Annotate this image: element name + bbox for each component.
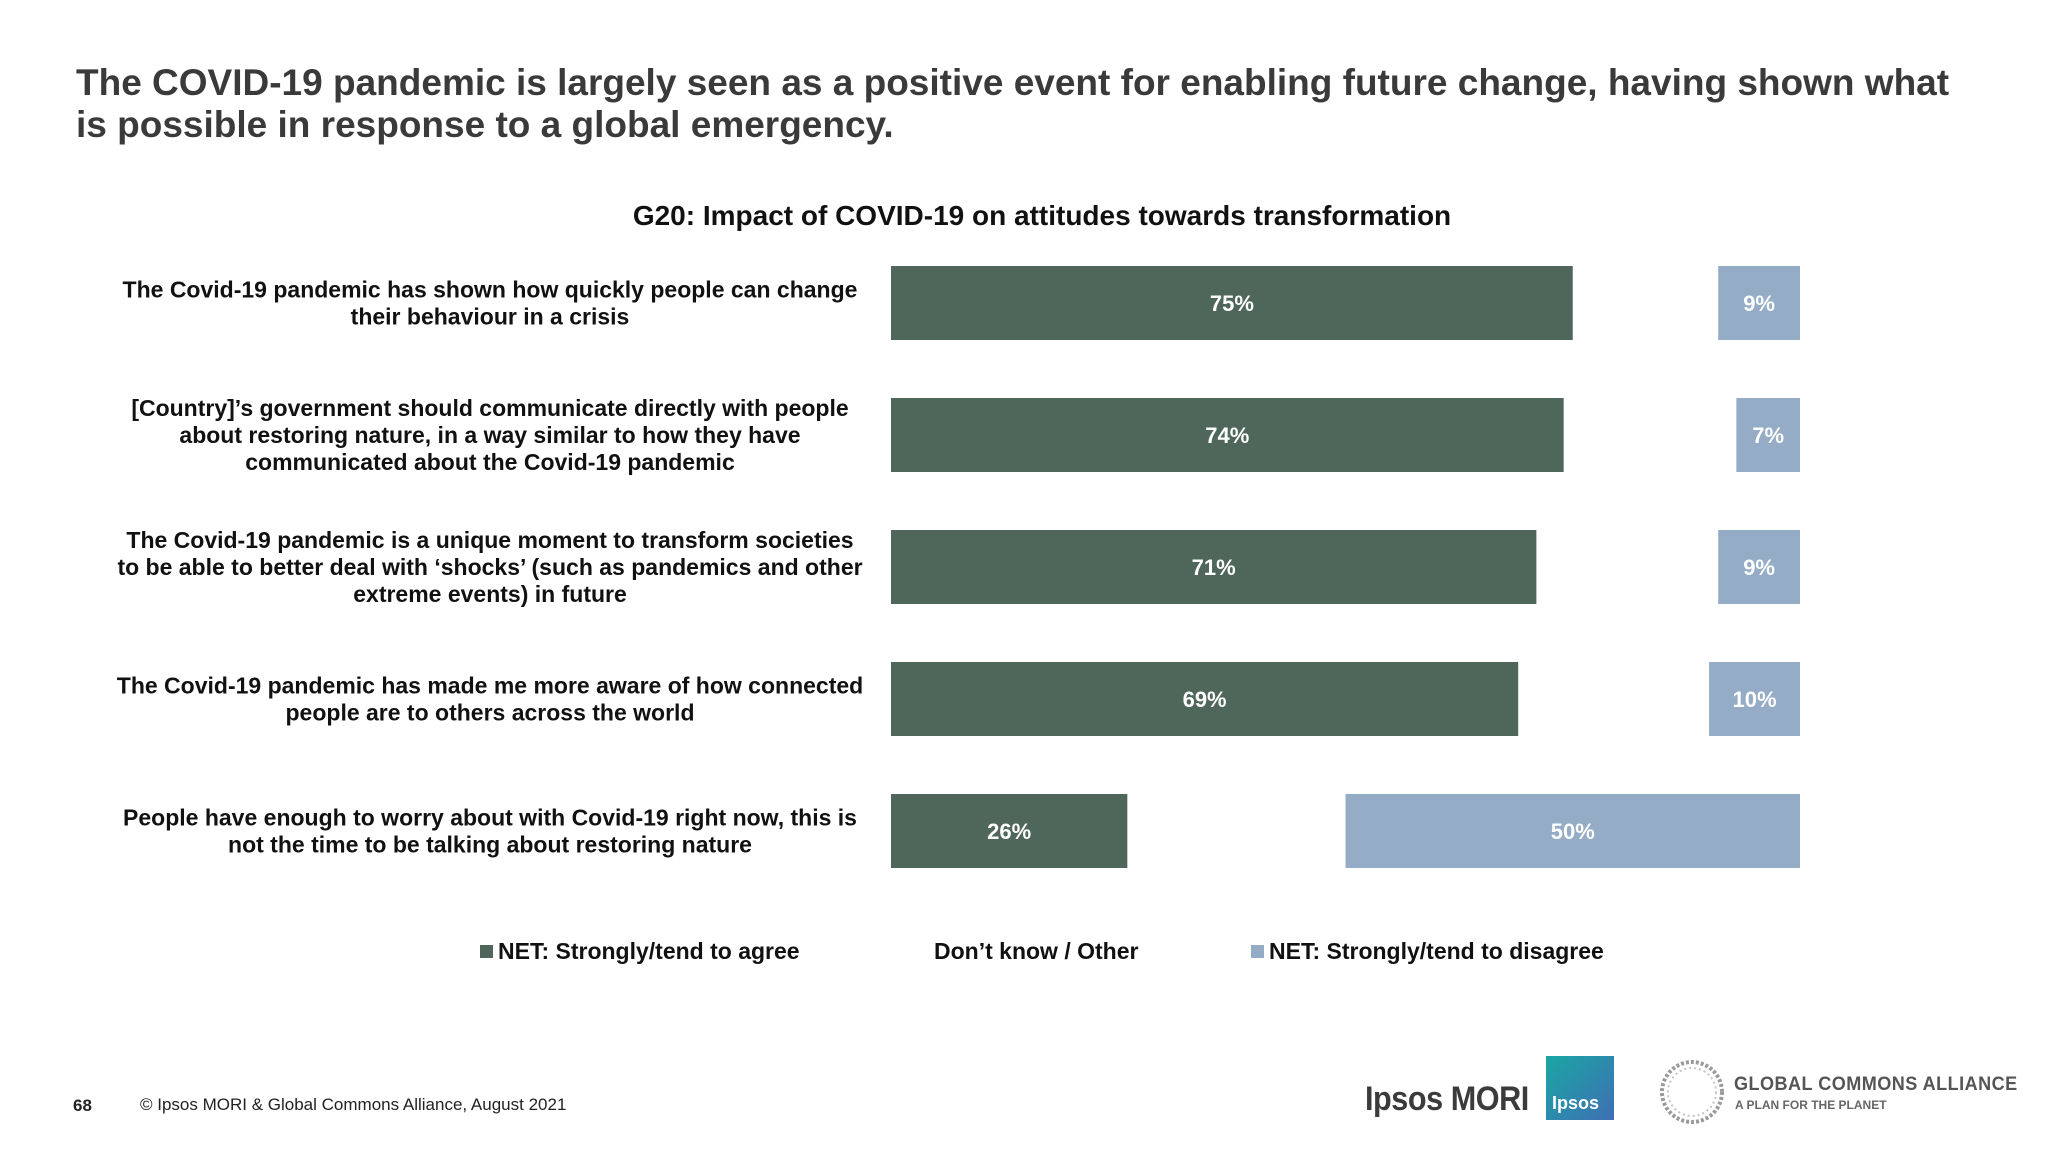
- category-label: The Covid-19 pandemic has made me more a…: [117, 673, 863, 699]
- category-label: people are to others across the world: [286, 700, 695, 726]
- disagree-bar: [1709, 662, 1800, 736]
- legend-label-disagree: NET: Strongly/tend to disagree: [1269, 938, 1604, 964]
- disagree-bar: [1736, 398, 1800, 472]
- legend-label-dont-know: Don’t know / Other: [934, 938, 1139, 964]
- category-label: People have enough to worry about with C…: [123, 805, 857, 831]
- gca-logo-subtitle: A PLAN FOR THE PLANET: [1735, 1098, 1887, 1112]
- category-label: The Covid-19 pandemic has shown how quic…: [123, 277, 858, 303]
- slide-headline: The COVID-19 pandemic is largely seen as…: [76, 62, 1950, 145]
- agree-value-label: 75%: [1210, 291, 1254, 316]
- legend-swatch-agree: [480, 945, 493, 958]
- agree-value-label: 71%: [1192, 555, 1236, 580]
- legend-item-agree: NET: Strongly/tend to agree: [480, 938, 800, 965]
- category-label: extreme events) in future: [353, 581, 627, 607]
- category-label: not the time to be talking about restori…: [228, 832, 752, 858]
- agree-bar: [891, 794, 1128, 868]
- copyright-text: © Ipsos MORI & Global Commons Alliance, …: [140, 1095, 567, 1114]
- ipsos-logo-text: Ipsos: [1552, 1093, 1600, 1113]
- page-number: 68: [73, 1096, 92, 1115]
- agree-bar: [891, 398, 1564, 472]
- agree-value-label: 74%: [1205, 423, 1249, 448]
- disagree-value-label: 50%: [1551, 819, 1595, 844]
- category-label: to be able to better deal with ‘shocks’ …: [117, 554, 862, 580]
- agree-bar: [891, 662, 1519, 736]
- disagree-bar: [1718, 266, 1800, 340]
- agree-bar: [891, 266, 1573, 340]
- legend-label-agree: NET: Strongly/tend to agree: [498, 938, 800, 964]
- disagree-value-label: 9%: [1743, 555, 1775, 580]
- disagree-value-label: 7%: [1752, 423, 1784, 448]
- disagree-value-label: 10%: [1733, 687, 1777, 712]
- category-label: their behaviour in a crisis: [351, 304, 630, 330]
- legend-item-dont-know: Don’t know / Other: [934, 938, 1138, 965]
- category-label: communicated about the Covid-19 pandemic: [245, 449, 735, 475]
- category-label: The Covid-19 pandemic is a unique moment…: [126, 527, 853, 553]
- chart-title: G20: Impact of COVID-19 on attitudes tow…: [632, 200, 1452, 231]
- disagree-bar: [1718, 530, 1800, 604]
- agree-bar: [891, 530, 1537, 604]
- agree-value-label: 69%: [1183, 687, 1227, 712]
- legend-swatch-disagree: [1251, 945, 1264, 958]
- category-label: [Country]’s government should communicat…: [131, 395, 848, 421]
- agree-value-label: 26%: [987, 819, 1031, 844]
- gca-logo-title: GLOBAL COMMONS ALLIANCE: [1734, 1074, 2018, 1095]
- global-commons-alliance-ring-icon: [1660, 1060, 1724, 1124]
- disagree-bar: [1345, 794, 1800, 868]
- ipsos-logo-icon: Ipsos: [1546, 1056, 1614, 1120]
- category-label: about restoring nature, in a way similar…: [179, 422, 800, 448]
- ipsos-mori-logo: Ipsos MORI: [1365, 1080, 1529, 1118]
- legend-item-disagree: NET: Strongly/tend to disagree: [1251, 938, 1604, 965]
- disagree-value-label: 9%: [1743, 291, 1775, 316]
